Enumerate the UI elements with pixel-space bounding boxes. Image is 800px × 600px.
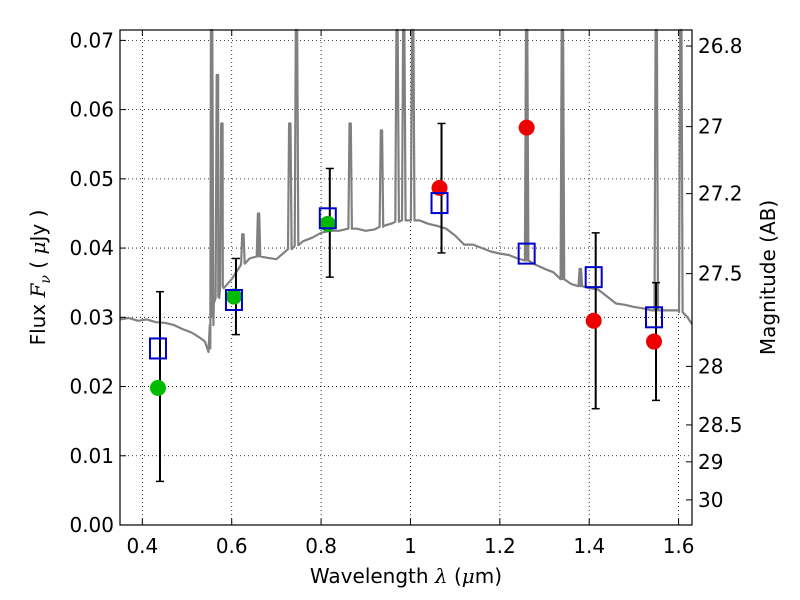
mag-tick-label: 26.8 (698, 34, 743, 58)
square-marker (318, 207, 337, 230)
x-tick-label: 0.4 (126, 534, 158, 558)
mag-tick-label: 29 (698, 450, 723, 474)
y-tick-label: 0.05 (69, 167, 114, 191)
x-tick-label: 1.6 (663, 534, 695, 558)
square-marker (148, 337, 167, 360)
y-tick-label: 0.01 (69, 444, 114, 468)
square-marker (517, 242, 536, 265)
model-spectrum (119, 28, 693, 353)
mag-tick-label: 28 (698, 354, 723, 378)
mag-tick-label: 30 (698, 488, 723, 512)
red-point (585, 312, 602, 329)
x-tick-label: 1.2 (484, 534, 516, 558)
y-tick-label: 0.07 (69, 28, 114, 52)
mag-tick-label: 27.2 (698, 182, 743, 206)
x-tick-label: 0.8 (305, 534, 337, 558)
x-tick-label: 1 (404, 534, 417, 558)
right-axis-label: Magnitude (AB) (756, 200, 780, 355)
ticks: 0.4 0.6 0.8 1 1.2 1.4 1.6 0.00 0.01 0.02 0.03 0.04 0… (69, 28, 742, 558)
square-marker (645, 306, 664, 329)
mag-tick-label: 27 (698, 115, 723, 139)
x-tick-label: 0.6 (216, 534, 248, 558)
red-point (518, 119, 535, 136)
y-axis-label: Flux Fν ( μJy ) (26, 210, 54, 346)
y-tick-label: 0.02 (69, 375, 114, 399)
model-spectrum-line (119, 28, 693, 353)
mag-tick-label: 27.5 (698, 262, 743, 286)
mag-tick-label: 28.5 (698, 413, 743, 437)
red-point (431, 179, 448, 196)
y-tick-label: 0.03 (69, 305, 114, 329)
plot-frame (119, 29, 693, 526)
square-marker (224, 289, 243, 311)
grid (120, 30, 692, 526)
x-tick-label: 1.4 (573, 534, 605, 558)
data-points (148, 119, 664, 396)
red-point (646, 333, 663, 350)
y-tick-label: 0.04 (69, 236, 114, 260)
green-point (225, 288, 242, 305)
x-axis-label: Wavelength λ (μm) (310, 564, 502, 588)
green-point (149, 379, 166, 396)
y-tick-label: 0.00 (69, 513, 114, 537)
error-bars (155, 122, 661, 483)
square-marker (430, 192, 449, 215)
square-marker (584, 266, 603, 289)
y-tick-label: 0.06 (69, 98, 114, 122)
